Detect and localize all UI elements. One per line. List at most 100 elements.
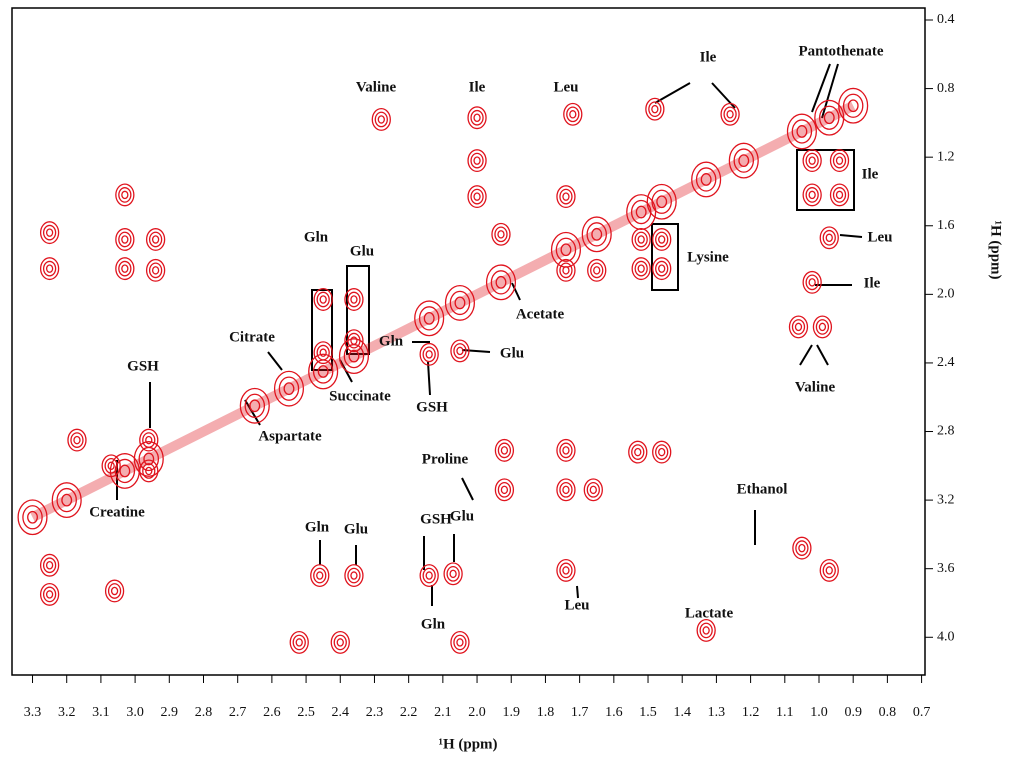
contour [791,119,813,144]
contour [338,338,369,375]
contour [121,264,129,273]
contour [818,322,827,332]
cross-peak [17,499,48,536]
contour [115,228,135,251]
contour [107,583,122,599]
contour [350,295,358,304]
contour [491,222,511,246]
cross-peak [628,440,648,464]
contour [42,260,57,277]
contour [658,264,666,273]
contour [344,329,364,353]
contour [344,564,364,588]
contour [138,446,160,472]
contour [562,266,570,275]
contour [497,442,512,459]
contour [838,87,869,124]
contour [819,105,840,130]
cross-peak [802,270,822,294]
contour [631,257,651,281]
contour [249,399,261,413]
annotation: Ile [862,166,879,182]
cross-peak [819,558,839,582]
contour [652,440,672,464]
y-tick-label: 0.4 [937,12,955,27]
contour [497,481,512,498]
cross-peak [631,257,651,281]
cross-peak [313,288,333,311]
contour [319,295,327,304]
contour [143,452,155,466]
contour [556,478,576,502]
contour [319,348,327,357]
annotation: Acetate [516,306,565,322]
contour [658,235,666,244]
x-tick-label: 1.5 [639,705,657,720]
cross-peak [330,630,350,654]
annotation: Glu [344,521,368,537]
contour [467,149,487,173]
contour [313,288,333,311]
contour [593,266,601,275]
cross-peak [338,338,369,375]
contour [312,359,334,384]
contour [728,142,759,179]
contour [39,553,60,577]
cross-peak [414,300,445,337]
contour [467,185,487,209]
cross-peak [652,228,672,251]
contour [22,505,43,530]
annotation: Gln [304,229,329,245]
contour [347,291,361,308]
contour [119,464,131,478]
annotation: Valine [795,379,836,395]
cross-peak [556,185,576,209]
contour [377,115,385,124]
contour [115,257,135,281]
contour [114,458,136,484]
cross-peak [371,108,391,131]
contour [583,478,603,502]
annotation: Ethanol [737,481,788,497]
x-tick-label: 2.0 [468,705,486,720]
contour [273,370,305,407]
annotation: Gln [305,519,330,535]
contour [646,183,677,220]
contour [151,266,160,275]
contour [569,110,577,119]
contour [825,566,833,575]
contour [350,571,358,580]
cross-peak [344,564,364,588]
contour [699,622,713,639]
contour [456,638,464,647]
contour [631,444,645,460]
x-tick-label: 1.0 [810,705,828,720]
contour [73,435,81,445]
annotation: Citrate [229,329,275,345]
contour [802,149,822,173]
contour [832,152,847,169]
contour [812,315,833,339]
contour [733,148,755,173]
contour [419,564,439,588]
contour [696,618,716,642]
contour [17,499,48,536]
contour [350,336,358,345]
contour [308,353,339,390]
contour [695,167,717,192]
contour [550,231,582,268]
x-tick-label: 2.2 [400,705,418,720]
contour [145,466,153,476]
contour [333,634,347,651]
contour [495,275,507,289]
contour [456,346,464,356]
contour [485,264,517,301]
y-axis-label: ¹H (ppm) [988,220,1004,279]
contour [829,149,850,173]
annotation: Pantothenate [799,43,884,59]
contour [562,566,570,575]
contour [470,188,484,205]
contour [825,233,833,243]
contour [634,447,642,457]
